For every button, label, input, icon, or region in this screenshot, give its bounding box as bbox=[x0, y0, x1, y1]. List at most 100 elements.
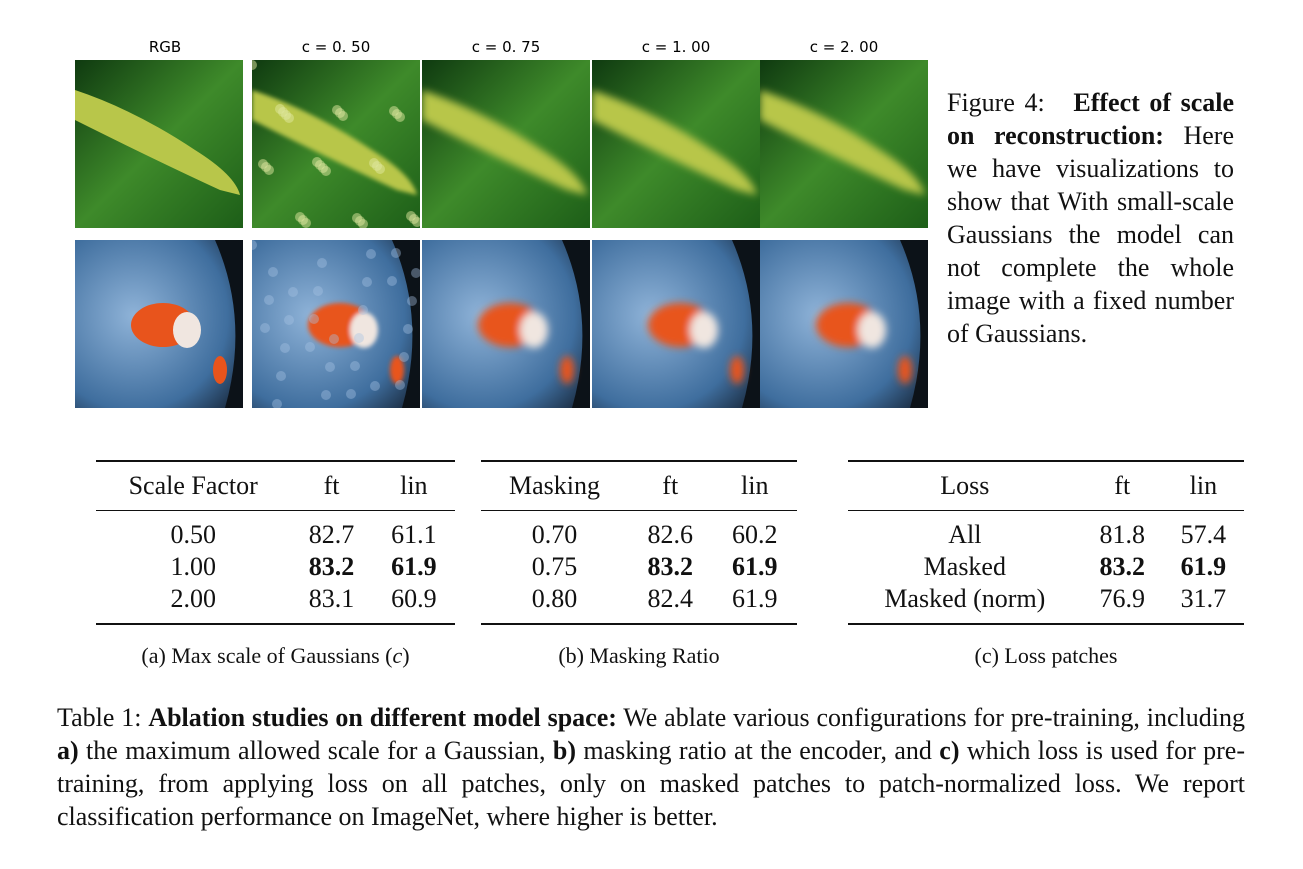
fish bbox=[816, 303, 912, 384]
fish bbox=[131, 303, 227, 384]
cell: 60.2 bbox=[731, 520, 778, 549]
fish-white bbox=[858, 312, 886, 348]
fish bbox=[308, 303, 404, 384]
cell: 0.50 bbox=[170, 520, 216, 549]
fish bbox=[478, 303, 574, 384]
cell: 82.4 bbox=[647, 584, 693, 613]
caption-part: (b) Masking Ratio bbox=[558, 643, 720, 668]
lizard bbox=[592, 90, 757, 195]
cell: 82.7 bbox=[308, 520, 355, 549]
row: Masked (norm) 76.9 31.7 bbox=[848, 583, 1244, 624]
cell: 82.6 bbox=[647, 520, 693, 549]
cell: 83.2 bbox=[1099, 552, 1145, 581]
artifact bbox=[346, 389, 356, 399]
row: 2.00 83.1 60.9 bbox=[96, 583, 455, 624]
caption-part: (a) Max scale of Gaussians ( bbox=[141, 643, 393, 668]
lizard-image bbox=[252, 60, 420, 228]
artifact bbox=[288, 287, 298, 297]
caption-segment: We ablate various configurations for pre… bbox=[616, 703, 1246, 732]
artifact bbox=[362, 277, 372, 287]
row: 0.70 82.6 60.2 bbox=[481, 511, 797, 552]
artifact bbox=[258, 159, 268, 169]
fish-white bbox=[350, 312, 378, 348]
artifact bbox=[264, 295, 274, 305]
header-cell: Loss bbox=[848, 461, 1082, 511]
artifact bbox=[387, 276, 397, 286]
cell: 57.4 bbox=[1180, 520, 1227, 549]
lizard-body bbox=[422, 90, 587, 195]
caption-segment: the maximum allowed scale for a Gaussian… bbox=[78, 736, 553, 765]
artifact bbox=[312, 157, 322, 167]
header-cell: lin bbox=[372, 461, 455, 511]
header-row: Loss ft lin bbox=[848, 461, 1244, 511]
artifact bbox=[317, 258, 327, 268]
caption-segment: Ablation studies on different model spac… bbox=[148, 703, 617, 732]
lizard bbox=[75, 90, 240, 195]
header-cell: ft bbox=[1081, 461, 1163, 511]
caption-segment: masking ratio at the encoder, and bbox=[576, 736, 940, 765]
artifact bbox=[313, 286, 323, 296]
artifact bbox=[272, 399, 282, 408]
header-cell: Masking bbox=[481, 461, 628, 511]
artifact bbox=[395, 380, 405, 390]
artifact bbox=[280, 343, 290, 353]
cell: All bbox=[948, 520, 982, 549]
fish-white bbox=[173, 312, 201, 348]
cell: 0.75 bbox=[531, 552, 578, 581]
header-cell: lin bbox=[712, 461, 797, 511]
artifact bbox=[305, 342, 315, 352]
cell: 31.7 bbox=[1180, 584, 1227, 613]
cell: 61.9 bbox=[1180, 552, 1227, 581]
row: 1.00 83.2 61.9 bbox=[96, 551, 455, 583]
artifact bbox=[321, 390, 331, 400]
cell: 61.9 bbox=[731, 552, 778, 581]
artifact bbox=[295, 212, 305, 222]
sub-table: Loss ft lin All 81.8 57.4 Masked 83.2 61.9 Masked… bbox=[848, 460, 1244, 669]
cell: 2.00 bbox=[170, 584, 216, 613]
fish-image bbox=[75, 240, 243, 408]
artifact bbox=[407, 296, 417, 306]
artifact bbox=[403, 324, 413, 334]
sub-table: Masking ft lin 0.70 82.6 60.2 0.75 83.2 61.9 0.80… bbox=[481, 460, 797, 669]
row: Masked 83.2 61.9 bbox=[848, 551, 1244, 583]
sub-caption: (a) Max scale of Gaussians (c) bbox=[96, 643, 455, 669]
bowl-edge bbox=[392, 240, 420, 408]
figure: RGB c = 0. 50 c = 0. 75 c = 1. 00 c = 2. 00 bbox=[75, 38, 928, 408]
header-cell: ft bbox=[628, 461, 713, 511]
cell: Masked bbox=[923, 552, 1006, 581]
sub-table: Scale Factor ft lin 0.50 82.7 61.1 1.00 83.2 61.… bbox=[96, 460, 455, 669]
artifact bbox=[325, 362, 335, 372]
header-cell: Scale Factor bbox=[96, 461, 291, 511]
fish-image bbox=[252, 240, 420, 408]
header-row: Scale Factor ft lin bbox=[96, 461, 455, 511]
artifact bbox=[406, 211, 416, 221]
cell: 60.9 bbox=[391, 584, 437, 613]
fish bbox=[648, 303, 744, 384]
artifact bbox=[268, 267, 278, 277]
lizard-body bbox=[760, 90, 925, 195]
artifact bbox=[399, 352, 409, 362]
artifact bbox=[275, 104, 285, 114]
artifact bbox=[391, 248, 401, 258]
column-label: c = 0. 50 bbox=[302, 38, 371, 56]
table: Masking ft lin 0.70 82.6 60.2 0.75 83.2 61.9 0.80… bbox=[481, 460, 797, 625]
artifact bbox=[350, 361, 360, 371]
header-cell: ft bbox=[290, 461, 373, 511]
artifact bbox=[252, 240, 257, 250]
caption-segment: a) bbox=[57, 736, 79, 765]
fish-image bbox=[592, 240, 760, 408]
artifact bbox=[352, 213, 362, 223]
lizard-image bbox=[422, 60, 590, 228]
cell: 83.1 bbox=[308, 584, 355, 613]
fish-image bbox=[422, 240, 590, 408]
caption-part: c bbox=[392, 643, 403, 668]
small-fish bbox=[898, 356, 912, 384]
cell: 61.9 bbox=[391, 552, 437, 581]
artifact bbox=[411, 268, 420, 278]
caption-segment: c) bbox=[939, 736, 960, 765]
artifact bbox=[354, 333, 364, 343]
column-label: RGB bbox=[149, 38, 181, 56]
lizard bbox=[422, 90, 587, 195]
header-cell: lin bbox=[1162, 461, 1244, 511]
